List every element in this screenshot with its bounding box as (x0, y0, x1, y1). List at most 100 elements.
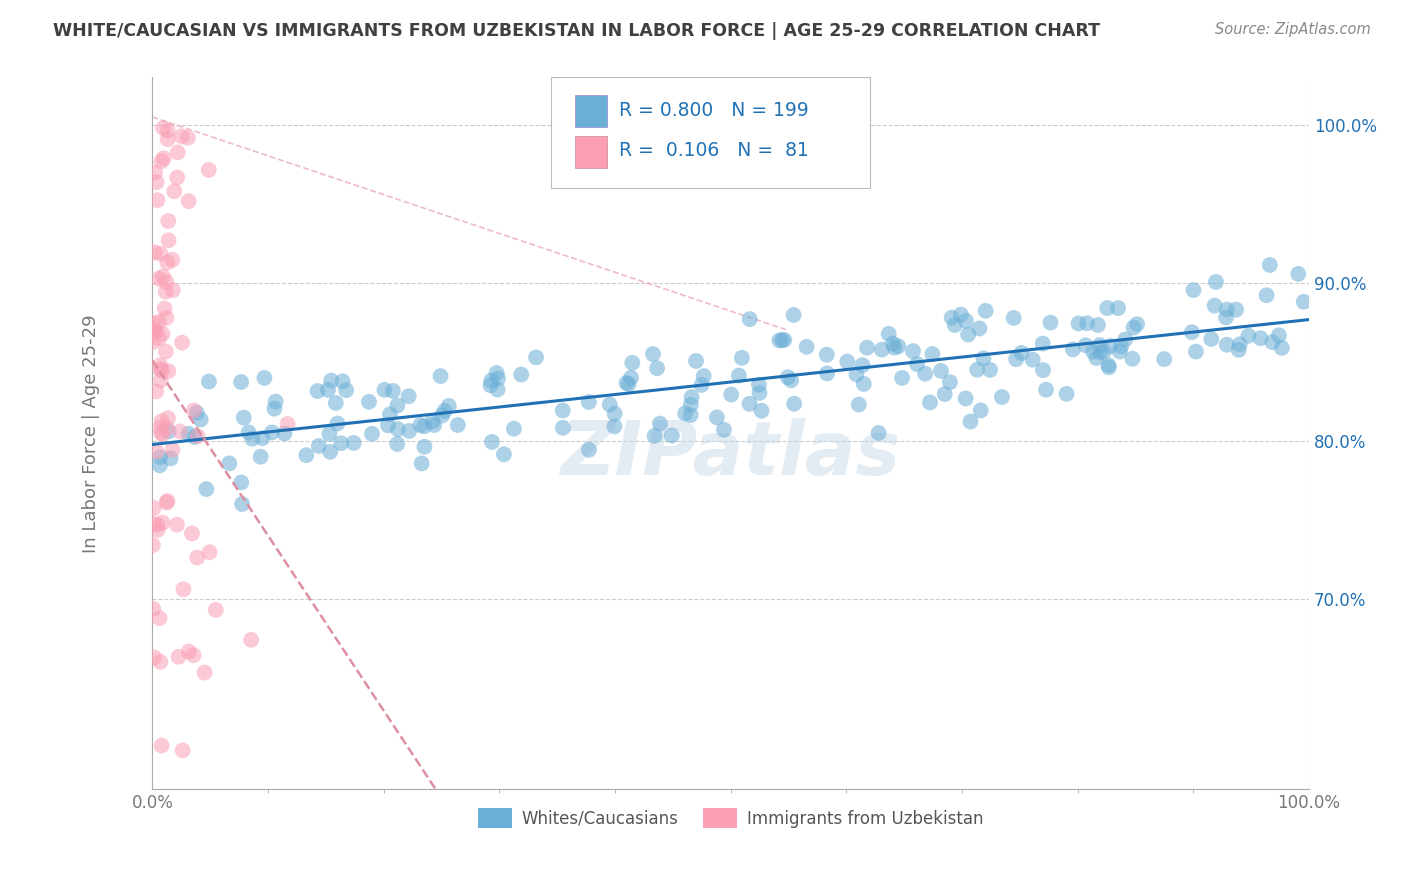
Point (172, 582, 194, 597)
Point (481, 434, 503, 449)
Point (1097, 359, 1119, 373)
Point (409, 418, 432, 433)
Point (145, 384, 167, 399)
FancyBboxPatch shape (551, 78, 869, 187)
Point (150, 414, 173, 428)
Point (603, 419, 626, 434)
Point (955, 314, 977, 328)
Point (150, 154, 173, 169)
Point (198, 545, 221, 559)
Point (1067, 317, 1090, 331)
Point (673, 406, 696, 420)
Point (918, 395, 941, 409)
Point (1099, 339, 1122, 353)
FancyBboxPatch shape (575, 136, 607, 168)
Point (157, 425, 180, 439)
Point (941, 310, 963, 325)
Point (1215, 310, 1237, 325)
Point (959, 415, 981, 429)
Point (146, 523, 169, 537)
Point (645, 361, 668, 376)
Point (616, 376, 638, 390)
Point (195, 482, 218, 496)
Point (277, 417, 299, 431)
Point (373, 383, 395, 397)
Point (551, 403, 574, 417)
Point (163, 184, 186, 198)
Point (1153, 352, 1175, 367)
Point (641, 347, 664, 361)
Point (1088, 338, 1111, 352)
Point (153, 301, 176, 316)
Point (150, 739, 173, 753)
Point (145, 444, 167, 458)
Point (957, 327, 980, 342)
Point (972, 351, 994, 366)
Point (264, 394, 287, 409)
Point (780, 373, 803, 387)
Point (1114, 333, 1136, 347)
Point (1109, 339, 1132, 353)
Point (187, 429, 209, 443)
Point (190, 412, 212, 426)
Point (387, 437, 409, 451)
Point (868, 425, 890, 440)
Point (685, 354, 707, 368)
Point (578, 395, 600, 409)
Point (1292, 294, 1315, 309)
Point (644, 429, 666, 443)
Point (183, 430, 205, 444)
Point (229, 375, 252, 389)
Point (181, 526, 204, 541)
Point (1081, 344, 1104, 359)
Point (149, 655, 172, 669)
Point (679, 398, 702, 412)
Point (143, 245, 166, 260)
Point (295, 448, 318, 462)
Point (1216, 302, 1239, 317)
Point (411, 457, 433, 471)
Point (620, 370, 643, 384)
Point (661, 428, 683, 442)
Point (155, 275, 177, 289)
Point (155, 495, 177, 509)
Point (398, 389, 420, 403)
Point (172, 335, 194, 350)
Point (728, 368, 751, 383)
Point (218, 456, 240, 470)
Point (773, 333, 796, 347)
Point (177, 194, 200, 208)
Point (1085, 351, 1108, 365)
Point (901, 344, 924, 359)
Point (263, 401, 285, 416)
Point (837, 354, 859, 368)
Point (1182, 283, 1205, 297)
Point (343, 436, 366, 450)
Point (150, 425, 173, 440)
Point (156, 132, 179, 146)
Point (155, 421, 177, 435)
Legend: Whites/Caucasians, Immigrants from Uzbekistan: Whites/Caucasians, Immigrants from Uzbek… (471, 802, 990, 834)
Point (921, 347, 943, 361)
Point (378, 407, 401, 421)
Point (361, 426, 384, 441)
Point (149, 458, 172, 473)
Point (492, 447, 515, 461)
Point (1271, 341, 1294, 355)
Point (238, 425, 260, 440)
Point (1095, 301, 1118, 315)
Point (690, 378, 713, 392)
Point (578, 442, 600, 457)
Point (1121, 351, 1143, 366)
Point (877, 326, 900, 341)
Point (969, 321, 991, 335)
Text: WHITE/CAUCASIAN VS IMMIGRANTS FROM UZBEKISTAN IN LABOR FORCE | AGE 25-29 CORRELA: WHITE/CAUCASIAN VS IMMIGRANTS FROM UZBEK… (53, 22, 1101, 40)
Point (308, 439, 330, 453)
Point (197, 163, 219, 178)
Point (273, 426, 295, 441)
Point (186, 406, 208, 420)
Point (166, 170, 188, 185)
Point (1181, 325, 1204, 339)
Point (155, 285, 177, 299)
Point (157, 233, 180, 247)
